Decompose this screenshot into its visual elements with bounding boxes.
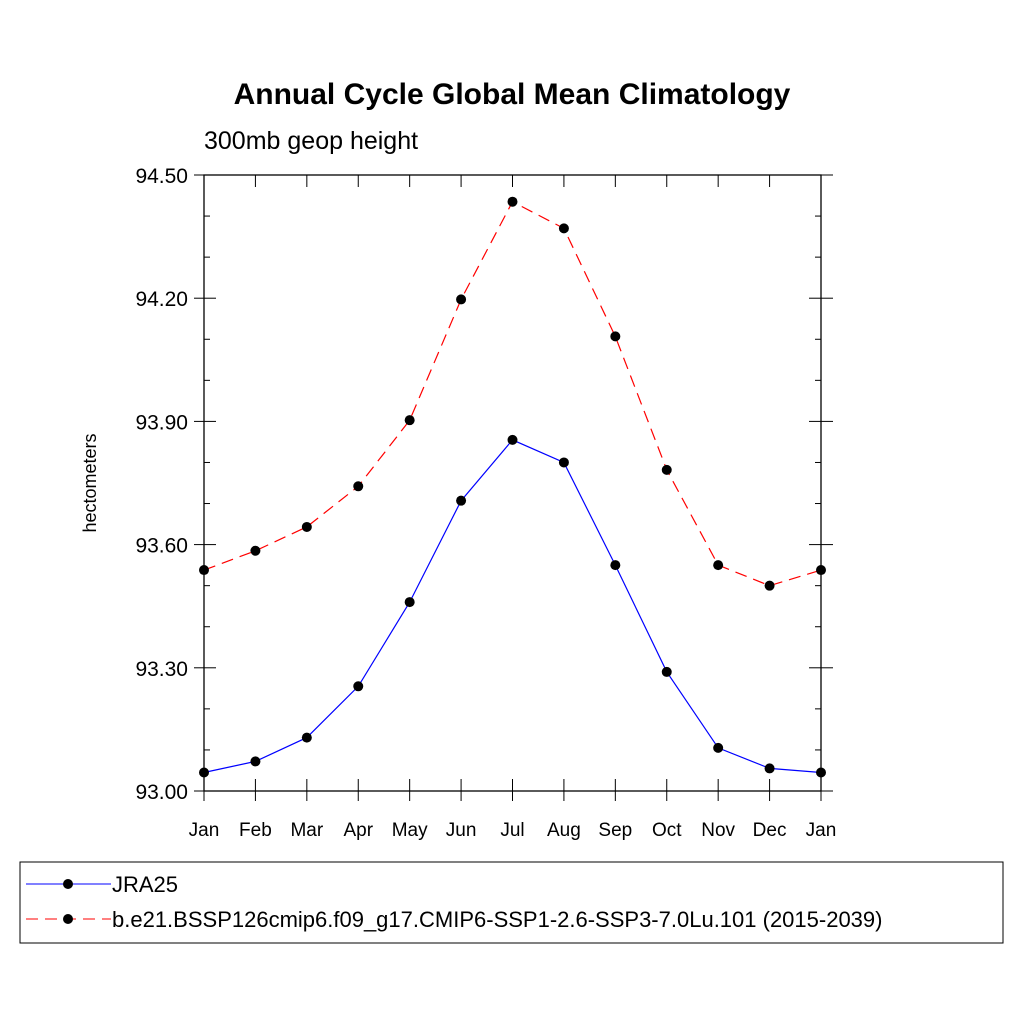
series-point-0 [713, 742, 724, 753]
series-point-1 [661, 464, 672, 475]
y-tick-label: 93.60 [135, 535, 188, 558]
series-point-0 [404, 597, 415, 608]
series-point-0 [353, 681, 364, 692]
x-tick-label: Oct [652, 820, 682, 841]
series-point-0 [816, 767, 826, 778]
x-tick-label: Nov [701, 820, 735, 841]
series-point-0 [301, 732, 312, 743]
series-point-1 [558, 223, 569, 234]
series-point-1 [301, 521, 312, 532]
x-tick-label: Jun [446, 820, 477, 841]
series-point-0 [764, 763, 775, 774]
series-point-0 [250, 756, 261, 767]
legend-marker-jra25 [63, 879, 73, 889]
x-tick-label: Jan [189, 820, 220, 841]
series-point-1 [507, 196, 518, 207]
series-point-1 [764, 580, 775, 591]
series-point-1 [353, 481, 364, 492]
y-axis-label: hectometers [80, 433, 100, 532]
x-tick-label: May [392, 820, 428, 841]
x-tick-label: Jan [806, 820, 837, 841]
series-point-1 [816, 565, 826, 576]
series-point-0 [610, 560, 621, 571]
series-point-0 [558, 457, 569, 468]
series-layer [199, 196, 826, 778]
series-point-0 [456, 495, 467, 506]
x-tick-label: Aug [547, 820, 581, 841]
series-point-0 [661, 666, 672, 677]
chart-subtitle: 300mb geop height [204, 127, 418, 155]
x-tick-label: Jul [500, 820, 524, 841]
series-point-0 [199, 767, 209, 778]
x-tick-label: Mar [290, 820, 323, 841]
y-tick-labels: 93.00 93.30 93.60 93.90 94.20 94.50 [135, 165, 188, 804]
y-tick-label: 93.00 [135, 781, 188, 804]
legend-label-model: b.e21.BSSP126cmip6.f09_g17.CMIP6-SSP1-2.… [112, 907, 882, 932]
series-point-1 [713, 560, 724, 571]
x-tick-label: Dec [753, 820, 787, 841]
y-tick-label: 94.50 [135, 165, 188, 188]
legend-label-jra25: JRA25 [112, 872, 178, 897]
x-tick-labels: Jan Feb Mar Apr May Jun Jul Aug Sep Oct Nov Dec Jan [189, 820, 837, 841]
axis-ticks [194, 174, 833, 801]
plot-frame [203, 174, 822, 792]
series-point-1 [456, 294, 467, 305]
x-tick-label: Feb [239, 820, 272, 841]
chart-title: Annual Cycle Global Mean Climatology [234, 78, 791, 111]
x-tick-label: Apr [343, 820, 373, 841]
y-tick-label: 93.90 [135, 411, 188, 434]
series-point-1 [199, 565, 209, 576]
series-point-1 [610, 331, 621, 342]
y-tick-label: 93.30 [135, 658, 188, 681]
series-point-1 [250, 545, 261, 556]
legend-box [19, 861, 1004, 944]
legend: JRA25 b.e21.BSSP126cmip6.f09_g17.CMIP6-S… [19, 861, 1004, 944]
series-point-1 [404, 415, 415, 426]
series-line-0 [203, 439, 822, 774]
series-point-0 [507, 434, 518, 445]
series-line-1 [203, 200, 822, 587]
x-tick-label: Sep [598, 820, 632, 841]
y-tick-label: 94.20 [135, 288, 188, 311]
legend-marker-model [63, 914, 73, 924]
